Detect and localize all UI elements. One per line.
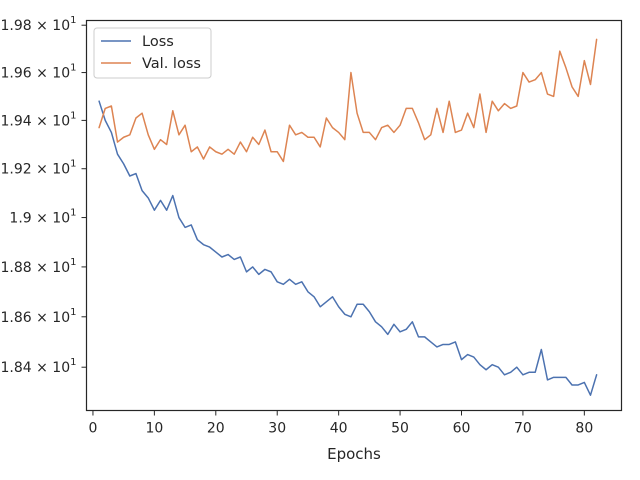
x-tick-label: 70	[514, 421, 532, 437]
x-tick-label: 50	[391, 421, 409, 437]
x-tick-label: 80	[575, 421, 593, 437]
x-tick-label: 10	[145, 421, 163, 437]
series-line-loss	[98, 100, 598, 396]
x-tick-label: 40	[330, 421, 348, 437]
y-tick-label: 1.86 × 101	[1, 307, 77, 326]
x-tick-label: 20	[207, 421, 225, 437]
y-tick-label: 1.94 × 101	[1, 110, 77, 129]
y-tick-label: 1.98 × 101	[1, 15, 77, 34]
x-axis-title: Epochs	[327, 445, 381, 463]
series-line-val-loss	[98, 38, 598, 163]
y-axis: 1.84 × 101 1.86 × 101 1.88 × 101 1.9 × 101 1…	[1, 15, 87, 376]
legend-label-loss: Loss	[142, 34, 174, 50]
y-tick-label: 1.92 × 101	[1, 159, 77, 178]
y-tick-label: 1.84 × 101	[1, 357, 77, 376]
y-tick-label: 1.88 × 101	[1, 257, 77, 276]
y-tick-label: 1.9 × 101	[9, 208, 76, 227]
series-lines	[98, 38, 598, 396]
x-tick-label: 30	[268, 421, 286, 437]
x-axis: 0 10 20 30 40 50 60 70 80	[88, 410, 593, 437]
plot-frame	[85, 19, 623, 412]
x-tick-label: 60	[453, 421, 471, 437]
legend: Loss Val. loss	[93, 27, 212, 79]
plot-background	[86, 20, 622, 411]
y-tick-label: 1.96 × 101	[1, 63, 77, 82]
x-tick-label: 0	[88, 421, 97, 437]
legend-label-val-loss: Val. loss	[142, 56, 201, 72]
